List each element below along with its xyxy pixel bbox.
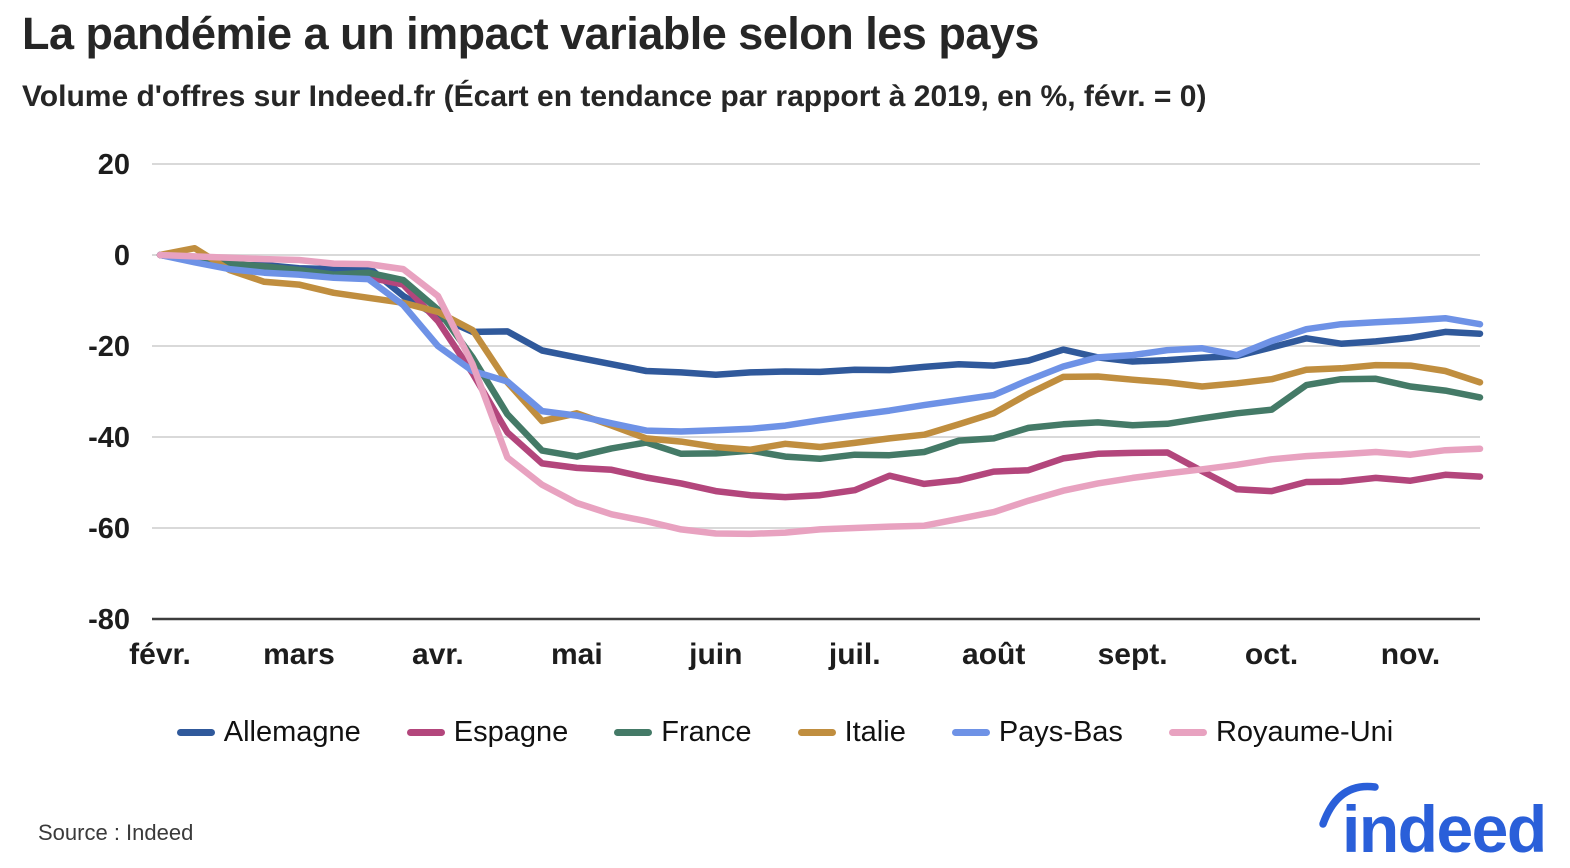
series-line-Pays-Bas bbox=[156, 251, 1484, 435]
legend-swatch-icon bbox=[406, 729, 445, 736]
x-tick-label: mars bbox=[263, 638, 335, 671]
x-tick-label: juil. bbox=[828, 638, 881, 671]
y-tick-label: -80 bbox=[88, 604, 130, 636]
x-tick-label: sept. bbox=[1098, 638, 1168, 671]
chart-title: La pandémie a un impact variable selon l… bbox=[22, 8, 1039, 59]
x-tick-label: mai bbox=[551, 638, 603, 671]
y-tick-label: 20 bbox=[98, 149, 130, 181]
legend-item-Italie: Italie bbox=[797, 716, 906, 749]
chart-subtitle: Volume d'offres sur Indeed.fr (Écart en … bbox=[22, 80, 1207, 113]
legend-item-France: France bbox=[614, 716, 752, 749]
legend-label: Espagne bbox=[453, 716, 569, 748]
legend-label: Royaume-Uni bbox=[1215, 716, 1394, 748]
legend-swatch-icon bbox=[1168, 729, 1207, 736]
legend-swatch-icon bbox=[176, 729, 215, 736]
legend-swatch-icon bbox=[951, 729, 990, 736]
x-tick-label: avr. bbox=[412, 638, 464, 671]
legend-label: Allemagne bbox=[223, 716, 361, 748]
x-tick-label: oct. bbox=[1245, 638, 1298, 671]
series-line-Espagne bbox=[156, 251, 1484, 501]
legend-label: France bbox=[661, 716, 752, 748]
legend-item-Espagne: Espagne bbox=[406, 716, 569, 749]
legend-swatch-icon bbox=[614, 729, 653, 736]
legend-label: Italie bbox=[844, 716, 906, 748]
legend-item-Royaume-Uni: Royaume-Uni bbox=[1168, 716, 1394, 749]
source-note: Source : Indeed bbox=[38, 820, 194, 845]
series-line-France bbox=[156, 251, 1484, 463]
x-tick-label: août bbox=[962, 638, 1025, 671]
x-tick-label: juin bbox=[688, 638, 742, 671]
y-tick-label: 0 bbox=[114, 240, 130, 272]
y-tick-label: -20 bbox=[88, 331, 130, 363]
legend: Allemagne Espagne France Italie Pays-Bas Roya… bbox=[0, 716, 1570, 749]
series-line-Italie bbox=[156, 244, 1484, 453]
series-line-Royaume-Uni bbox=[156, 251, 1484, 538]
logo-arc-icon bbox=[1319, 782, 1379, 828]
legend-label: Pays-Bas bbox=[998, 716, 1123, 748]
indeed-logo: indeed bbox=[1319, 782, 1547, 862]
y-tick-label: -60 bbox=[88, 513, 130, 545]
x-tick-label: nov. bbox=[1381, 638, 1440, 671]
legend-swatch-icon bbox=[797, 729, 836, 736]
x-tick-label: févr. bbox=[129, 638, 191, 671]
logo-wordmark: indeed bbox=[1342, 792, 1546, 862]
y-tick-label: -40 bbox=[88, 422, 130, 454]
legend-item-Pays-Bas: Pays-Bas bbox=[951, 716, 1123, 749]
legend-item-Allemagne: Allemagne bbox=[176, 716, 361, 749]
